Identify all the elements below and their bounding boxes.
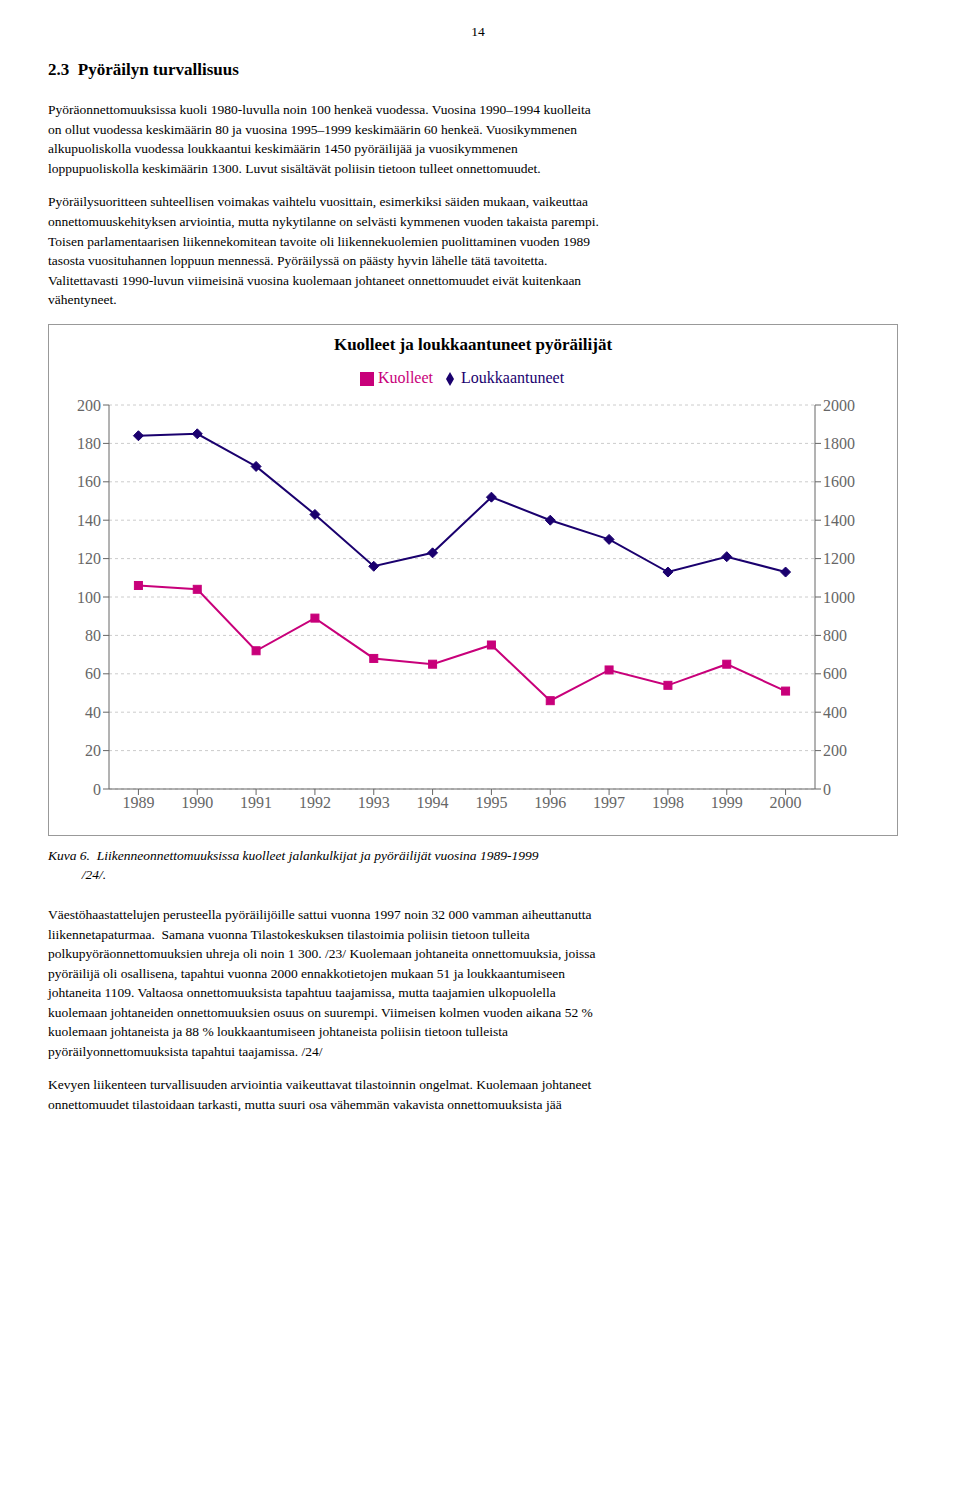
svg-text:1993: 1993 [358,794,390,811]
html-text:Kuolleet ja loukkaantuneet pyö: Kuolleet ja loukkaantuneet pyöräilijät [333,334,613,354]
svg-text:1991: 1991 [240,794,272,811]
svg-text:40: 40 [85,704,101,721]
svg-text:200: 200 [77,397,101,414]
svg-text:1400: 1400 [823,512,855,529]
html-text:Kuolleet: Kuolleet [377,368,433,386]
svg-text:1990: 1990 [181,794,213,811]
svg-text:0: 0 [93,781,101,798]
svg-text:1995: 1995 [475,794,507,811]
svg-text:1800: 1800 [823,435,855,452]
svg-text:1200: 1200 [823,550,855,567]
html-text:Kevyen liikenteen turvallisuud: Kevyen liikenteen turvallisuuden arvioin… [48,1077,592,1112]
svg-text:600: 600 [823,665,847,682]
html-text:Loukkaantuneet: Loukkaantuneet [461,368,565,386]
svg-text:400: 400 [823,704,847,721]
svg-text:60: 60 [85,665,101,682]
svg-text:2000: 2000 [770,794,802,811]
html-text:Väestöhaastattelujen perusteel: Väestöhaastattelujen perusteella pyöräil… [48,907,596,1059]
svg-text:2000: 2000 [823,397,855,414]
svg-text:160: 160 [77,473,101,490]
svg-text:1992: 1992 [299,794,331,811]
svg-text:20: 20 [85,742,101,759]
svg-text:1000: 1000 [823,589,855,606]
html-text:Pyöräonnettomuuksissa kuoli 19: Pyöräonnettomuuksissa kuoli 1980-luvulla… [48,102,591,176]
svg-text:1999: 1999 [711,794,743,811]
svg-text:200: 200 [823,742,847,759]
svg-text:80: 80 [85,627,101,644]
svg-text:1989: 1989 [122,794,154,811]
html-text:Kuva 6. Liikenneonnettomuuksis: Kuva 6. Liikenneonnettomuuksissa kuollee… [48,847,539,883]
svg-text:1996: 1996 [534,794,566,811]
html-text:2.3 Pyöräilyn turvallisuus: 2.3 Pyöräilyn turvallisuus [48,59,239,79]
svg-text:0: 0 [823,781,831,798]
svg-text:120: 120 [77,550,101,567]
svg-text:1994: 1994 [417,794,449,811]
svg-text:800: 800 [823,627,847,644]
svg-text:100: 100 [77,589,101,606]
svg-text:180: 180 [77,435,101,452]
svg-text:1600: 1600 [823,473,855,490]
svg-text:140: 140 [77,512,101,529]
svg-text:1997: 1997 [593,794,625,811]
html-text:14: 14 [471,24,485,39]
html-text:Pyöräilysuoritteen suhteellise: Pyöräilysuoritteen suhteellisen voimakas… [48,194,599,308]
svg-text:1998: 1998 [652,794,684,811]
